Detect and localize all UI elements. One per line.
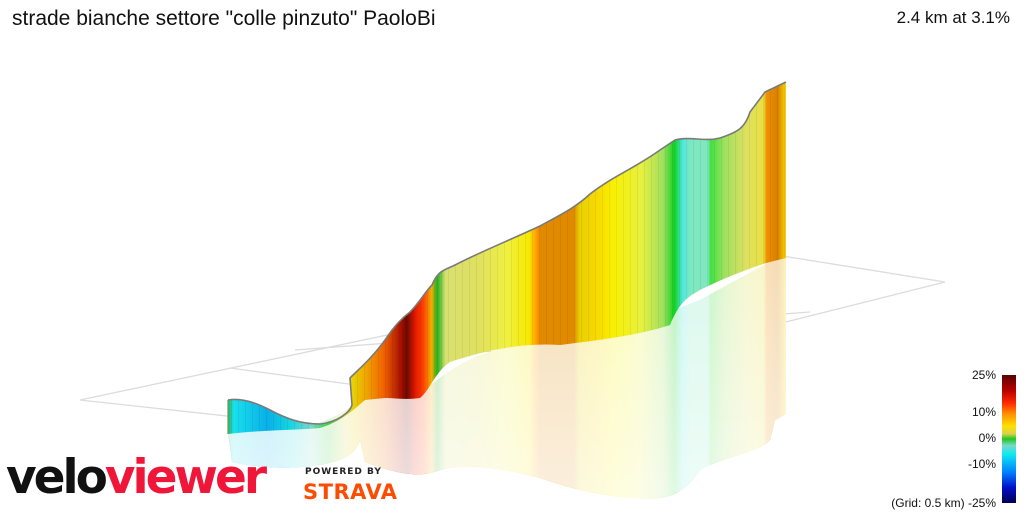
gradient-color-scale	[1002, 375, 1016, 503]
logo-viewer: viewer	[104, 450, 267, 505]
segment-title: strade bianche settore "colle pinzuto" P…	[12, 7, 436, 30]
profile-wall	[227, 81, 787, 434]
legend-label-0: 0%	[978, 431, 996, 445]
grid-scale-note: (Grid: 0.5 km)	[891, 496, 965, 510]
grid-note: (Grid: 0.5 km) -25%	[891, 496, 996, 510]
powered-by-label: POWERED BY	[305, 467, 382, 477]
logo-velo: velo	[6, 450, 108, 505]
legend-label-10: 10%	[971, 405, 996, 419]
strava-logo[interactable]: STRAVA	[303, 480, 398, 504]
legend-label-minus10: -10%	[967, 457, 996, 471]
veloviewer-logo[interactable]: veloviewer	[6, 450, 267, 505]
profile-reflection	[228, 250, 786, 499]
segment-summary: 2.4 km at 3.1%	[896, 8, 1010, 27]
legend-label-minus25: -25%	[967, 496, 996, 510]
legend-label-25: 25%	[971, 368, 996, 382]
